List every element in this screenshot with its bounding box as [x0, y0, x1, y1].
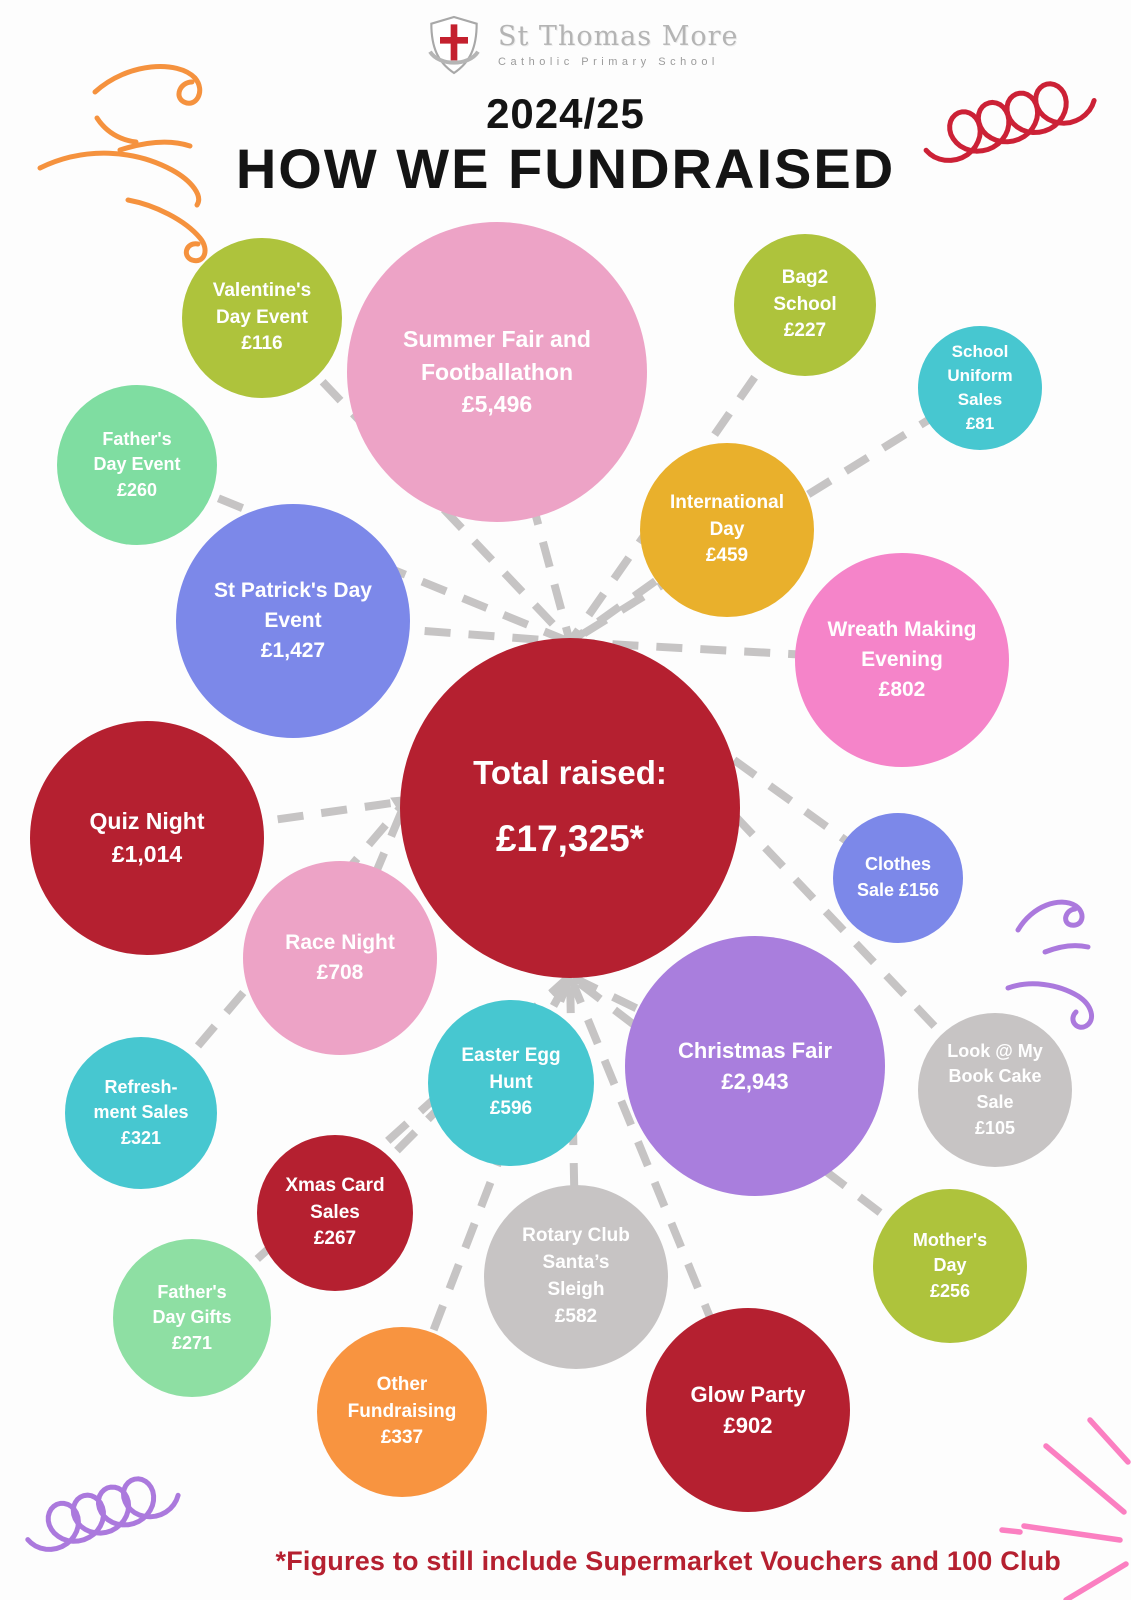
- bubble-christmas-fair: Christmas Fair £2,943: [625, 936, 885, 1196]
- bubble-other-fundraising: Other Fundraising £337: [317, 1327, 487, 1497]
- bubble-total-raised: Total raised: £17,325*: [400, 638, 740, 978]
- orange-swirl-decoration-icon: [37, 64, 208, 264]
- bubble-label: Wreath Making Evening: [827, 618, 977, 672]
- bubble-school-uniform-sales: School Uniform Sales £81: [918, 326, 1042, 450]
- bubble-label: Race Night: [285, 931, 395, 955]
- bubble-label: Summer Fair and Footballathon: [403, 326, 591, 385]
- bubble-refreshment-sales: Refresh-ment Sales £321: [65, 1037, 217, 1189]
- bubble-amount: £267: [313, 1228, 357, 1250]
- school-name: St Thomas More: [498, 20, 739, 52]
- bubble-amount: £459: [705, 545, 749, 567]
- connector-line-international-day: [567, 526, 730, 646]
- bubble-amount: £260: [116, 479, 158, 500]
- bubble-label: Refresh-ment Sales: [93, 1076, 189, 1123]
- total-raised-label: Total raised:: [473, 754, 667, 792]
- bubble-bag2-school: Bag2 School £227: [734, 234, 876, 376]
- bubble-label: St Patrick's Day Event: [214, 579, 372, 633]
- bubble-amount: £81: [965, 414, 995, 434]
- bubble-label: Valentine's Day Event: [212, 279, 312, 328]
- bubble-easter-egg-hunt: Easter Egg Hunt £596: [428, 1000, 594, 1166]
- page-title: HOW WE FUNDRAISED: [235, 137, 896, 200]
- bubble-label: Look @ My Book Cake Sale: [947, 1040, 1043, 1112]
- bubble-look-at-my-book-cake-sale: Look @ My Book Cake Sale £105: [918, 1013, 1072, 1167]
- bubble-st-patricks-day-event: St Patrick's Day Event £1,427: [176, 504, 410, 738]
- bubble-valentines-day-event: Valentine's Day Event £116: [182, 238, 342, 398]
- bubble-race-night: Race Night £708: [243, 861, 437, 1055]
- bubble-label: Xmas Card Sales: [285, 1174, 385, 1223]
- bubble-wreath-making-evening: Wreath Making Evening £802: [795, 553, 1009, 767]
- bubble-label: School Uniform Sales: [947, 341, 1013, 409]
- bubble-label: International Day: [669, 491, 784, 540]
- connector-line-look-at-my-book-cake-sale: [567, 639, 998, 1093]
- bubble-label: Rotary Club Santa’s Sleigh: [522, 1225, 630, 1300]
- bubble-amount: £105: [974, 1117, 1016, 1138]
- bubble-label: Quiz Night: [89, 808, 205, 835]
- bubble-amount: £321: [120, 1127, 162, 1148]
- bubble-mothers-day: Mother's Day £256: [873, 1189, 1027, 1343]
- bubble-amount: £596: [489, 1098, 533, 1120]
- connector-line-clothes-sale: [567, 638, 901, 882]
- total-raised-amount: £17,325*: [495, 818, 645, 860]
- bubble-amount: £708: [316, 961, 364, 984]
- bubble-amount: £227: [783, 320, 827, 342]
- bubble-fathers-day-gifts: Father's Day Gifts £271: [113, 1239, 271, 1397]
- bubble-label: Bag2 School: [773, 266, 837, 315]
- bubble-quiz-night: Quiz Night £1,014: [30, 721, 264, 955]
- bubble-label: Easter Egg Hunt: [461, 1044, 561, 1093]
- bubble-fathers-day-event: Father's Day Event £260: [57, 385, 217, 545]
- bubble-amount: £256: [929, 1280, 971, 1301]
- bubble-amount: £271: [171, 1332, 213, 1353]
- bubble-clothes-sale: Clothes Sale £156: [833, 813, 963, 943]
- bubble-glow-party: Glow Party £902: [646, 1308, 850, 1512]
- bubble-label: Father's Day Event: [93, 428, 181, 475]
- bubble-label: Mother's Day: [912, 1229, 988, 1276]
- purple-swirl-decoration-icon: [1005, 899, 1095, 1030]
- footnote: *Figures to still include Supermarket Vo…: [275, 1546, 1061, 1576]
- bubble-amount: £582: [554, 1305, 598, 1327]
- red-coil-decoration-icon: [923, 81, 1097, 163]
- connector-line-race-night: [336, 799, 410, 960]
- school-crest-shield-icon: [428, 15, 480, 75]
- bubble-label: Clothes Sale £156: [856, 854, 940, 900]
- bubble-label: Other Fundraising: [347, 1373, 457, 1422]
- bubble-international-day: International Day £459: [640, 443, 814, 617]
- year-heading: 2024/25: [486, 90, 645, 137]
- purple-coil-decoration-icon: [25, 1476, 181, 1552]
- bubble-amount: £802: [878, 677, 926, 701]
- bubble-amount: £1,427: [260, 638, 326, 662]
- school-logo: St Thomas More Catholic Primary School: [424, 13, 739, 77]
- bubble-summer-fair-and-footballathon: Summer Fair and Footballathon £5,496: [347, 222, 647, 522]
- connector-line-glow-party: [566, 974, 752, 1412]
- bubble-label: Christmas Fair: [677, 1037, 833, 1063]
- bubble-amount: £5,496: [461, 391, 533, 418]
- bubble-amount: £1,014: [111, 841, 183, 867]
- bubble-amount: £902: [723, 1413, 773, 1438]
- bubble-xmas-card-sales: Xmas Card Sales £267: [257, 1135, 413, 1291]
- pink-starburst-decoration-icon: [999, 1417, 1131, 1600]
- bubble-rotary-club-santas-sleigh: Rotary Club Santa’s Sleigh £582: [484, 1185, 668, 1369]
- bubble-label: Glow Party: [690, 1381, 806, 1407]
- bubble-amount: £2,943: [721, 1069, 789, 1094]
- bubble-label: Father's Day Gifts: [152, 1281, 232, 1328]
- bubble-amount: £116: [241, 333, 283, 355]
- bubble-amount: £337: [380, 1427, 424, 1449]
- connector-line-other-fundraising: [398, 974, 574, 1414]
- school-tagline: Catholic Primary School: [498, 56, 719, 69]
